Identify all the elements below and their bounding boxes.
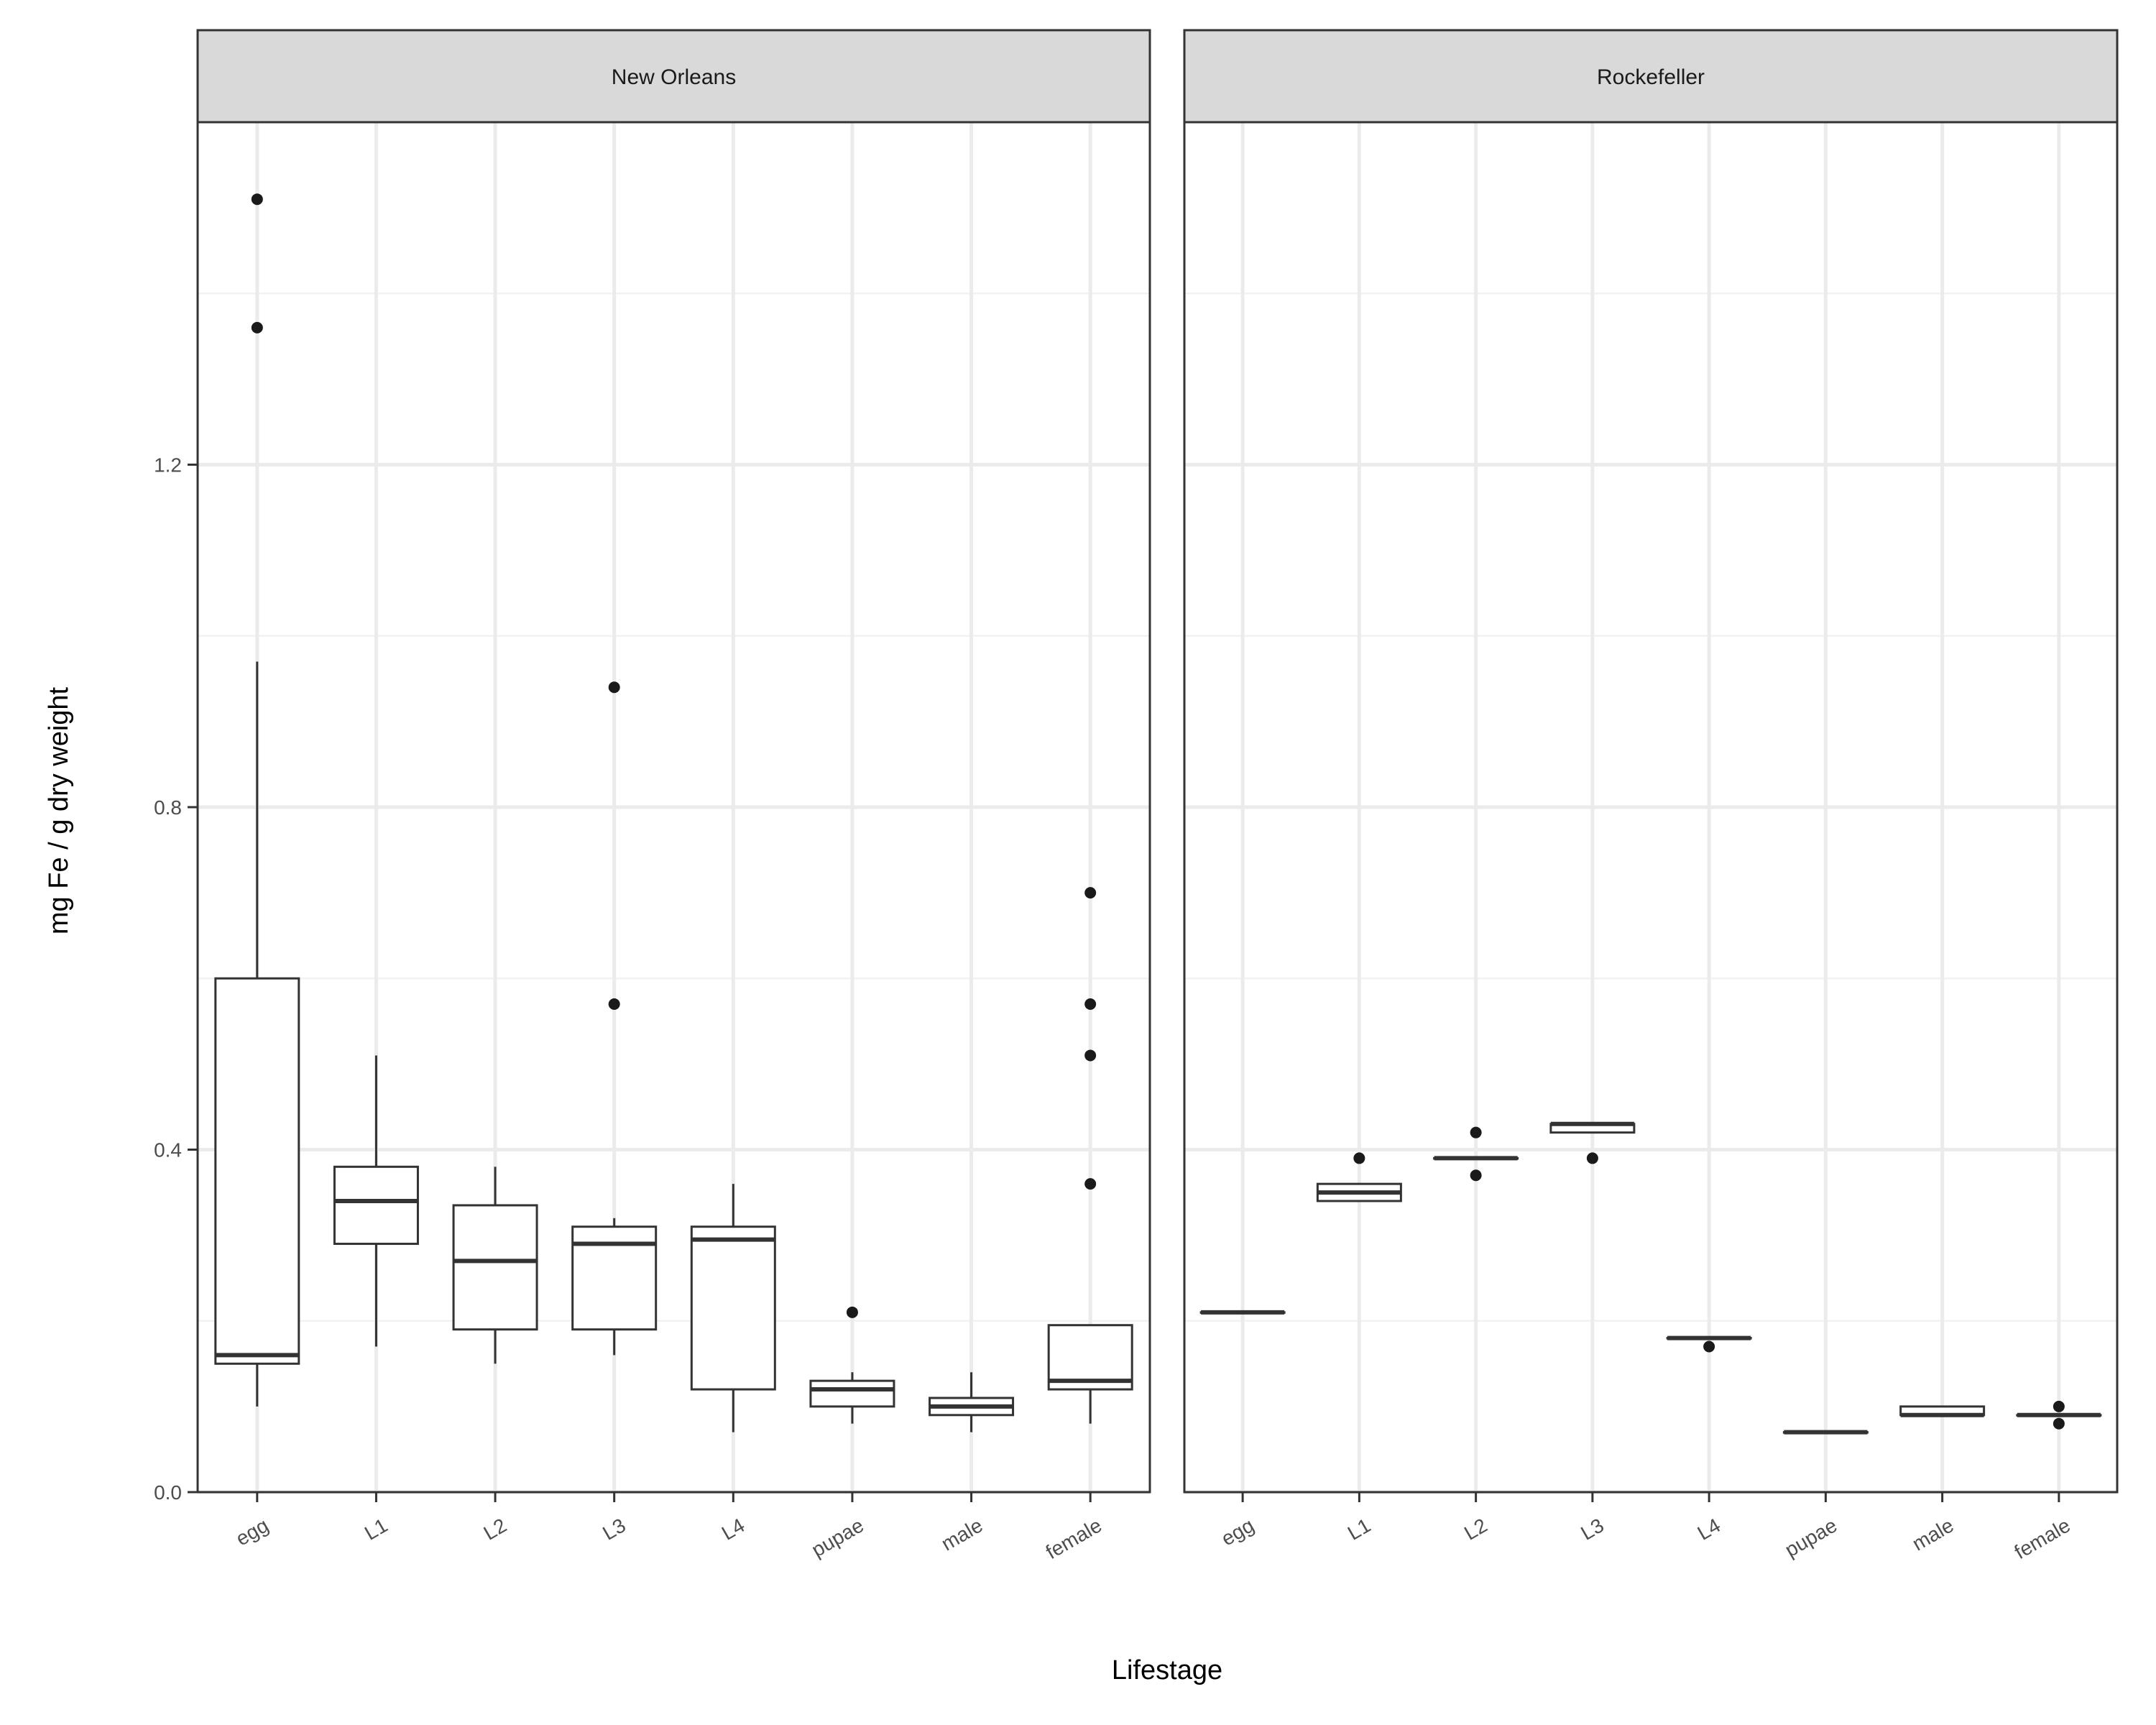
outlier-point bbox=[1353, 1152, 1365, 1164]
box-body bbox=[214, 977, 300, 1365]
outlier-point bbox=[251, 321, 263, 334]
x-tick-label: L4 bbox=[1694, 1514, 1724, 1544]
facet-panel: New Orleans egg L1 L2 L3 L4 pupae male female bbox=[196, 29, 1151, 1563]
y-tick-label: 0.4 bbox=[154, 1139, 182, 1162]
x-tick-label: L2 bbox=[480, 1514, 510, 1544]
outlier-point bbox=[1470, 1169, 1482, 1182]
x-tick-label: L2 bbox=[1460, 1514, 1491, 1544]
box-female bbox=[1047, 887, 1133, 1424]
outlier-point bbox=[608, 998, 620, 1010]
x-axis-title: Lifestage bbox=[1112, 1655, 1222, 1685]
outlier-point bbox=[1703, 1340, 1715, 1353]
x-tick-label: pupae bbox=[1781, 1514, 1841, 1561]
box-L4 bbox=[1666, 1335, 1752, 1353]
y-tick-label: 1.2 bbox=[154, 454, 182, 477]
y-tick-label: 0.0 bbox=[154, 1481, 182, 1504]
outlier-point bbox=[1084, 1049, 1097, 1062]
facet-strip bbox=[196, 29, 1151, 124]
x-tick-label: L1 bbox=[361, 1514, 391, 1544]
box-L3 bbox=[1549, 1121, 1636, 1164]
x-tick-label: pupae bbox=[808, 1514, 867, 1561]
facet-strip-label: New Orleans bbox=[612, 65, 736, 89]
box-body bbox=[690, 1225, 776, 1391]
x-tick-label: L3 bbox=[1577, 1514, 1607, 1544]
box-body bbox=[452, 1204, 538, 1331]
box-body bbox=[809, 1379, 895, 1408]
box-L1 bbox=[333, 1055, 419, 1347]
outlier-point bbox=[2053, 1400, 2065, 1412]
box-L2 bbox=[452, 1167, 538, 1364]
x-tick-label: L1 bbox=[1344, 1514, 1374, 1544]
x-tick-label: L4 bbox=[718, 1514, 748, 1544]
outlier-point bbox=[846, 1306, 858, 1318]
box-egg bbox=[214, 193, 300, 1407]
outlier-point bbox=[1084, 1178, 1097, 1190]
box-pupae bbox=[809, 1306, 895, 1424]
box-female bbox=[2016, 1400, 2102, 1430]
x-tick-label: female bbox=[1042, 1514, 1105, 1563]
box-pupae bbox=[1782, 1430, 1869, 1435]
x-tick-label: L3 bbox=[599, 1514, 629, 1544]
y-axis-title: mg Fe / g dry weight bbox=[44, 686, 74, 934]
box-egg bbox=[1199, 1310, 1286, 1315]
box-L2 bbox=[1433, 1126, 1519, 1182]
box-L1 bbox=[1316, 1152, 1402, 1202]
x-tick-label: male bbox=[937, 1514, 986, 1555]
facet-strip bbox=[1183, 29, 2119, 124]
y-tick-label: 0.8 bbox=[154, 796, 182, 819]
x-tick-label: female bbox=[2011, 1514, 2074, 1563]
facet-panel: Rockefeller egg L1 L2 L3 L4 pupae male female bbox=[1183, 29, 2119, 1563]
outlier-point bbox=[1084, 887, 1097, 899]
box-body bbox=[333, 1165, 419, 1246]
box-male bbox=[1899, 1405, 1986, 1417]
outlier-point bbox=[251, 193, 263, 206]
box-L3 bbox=[571, 681, 658, 1356]
x-tick-label: egg bbox=[232, 1514, 272, 1550]
box-male bbox=[929, 1372, 1015, 1432]
outlier-point bbox=[1470, 1126, 1482, 1138]
box-L4 bbox=[690, 1184, 776, 1432]
x-tick-label: male bbox=[1909, 1514, 1958, 1555]
outlier-point bbox=[1586, 1152, 1598, 1164]
x-tick-label: egg bbox=[1217, 1514, 1258, 1550]
outlier-point bbox=[1084, 998, 1097, 1010]
outlier-point bbox=[608, 681, 620, 694]
outlier-point bbox=[2053, 1417, 2065, 1430]
facet-strip-label: Rockefeller bbox=[1597, 65, 1705, 89]
y-axis: 0.0 0.4 0.8 1.2 bbox=[154, 454, 198, 1504]
